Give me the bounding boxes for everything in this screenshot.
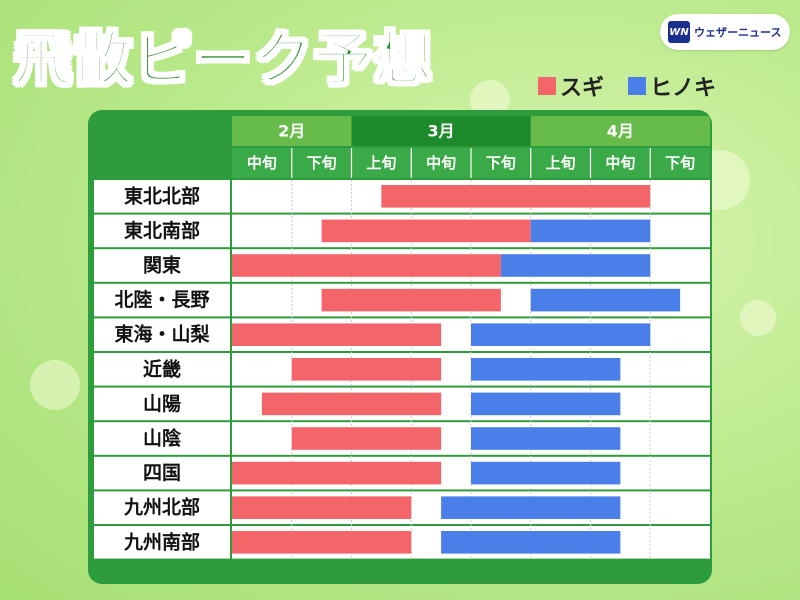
region-label-cell — [94, 526, 230, 559]
hinoki-bar — [530, 219, 651, 243]
region-label: 九州南部 — [123, 530, 200, 553]
period-label: 下旬 — [307, 154, 337, 172]
region-label: 東北南部 — [124, 219, 200, 242]
region-label: 東北北部 — [124, 184, 200, 207]
region-label: 北陸・長野 — [114, 288, 209, 311]
legend-label-sugi: スギ — [560, 76, 605, 101]
logo-text: ウェザーニュース — [694, 26, 782, 39]
month-label: 3月 — [428, 122, 455, 141]
sugi-bar — [232, 323, 442, 346]
period-label: 下旬 — [486, 154, 516, 172]
hinoki-bar — [530, 288, 681, 312]
region-label: 山陽 — [143, 393, 181, 415]
sugi-bar — [232, 531, 412, 554]
sugi-bar — [232, 254, 501, 277]
hinoki-bar — [471, 427, 621, 450]
period-label: 中旬 — [605, 154, 635, 172]
weathernews-logo: WN ウェザーニュース — [660, 14, 790, 50]
bokeh-light — [380, 40, 408, 68]
legend-swatch-hinoki — [628, 77, 647, 95]
region-label-cell — [94, 283, 230, 317]
period-header-cell — [232, 148, 292, 178]
region-label-cell — [94, 318, 230, 351]
sugi-bar — [321, 219, 531, 243]
region-label-cell — [94, 387, 230, 421]
legend-item-hinoki: ヒノキ — [628, 70, 716, 102]
period-header-cell — [291, 148, 352, 178]
page-title: 飛散ピーク予想 — [13, 24, 435, 94]
hinoki-bar — [471, 323, 651, 346]
region-label-cell — [94, 180, 230, 213]
period-header-cell — [590, 148, 651, 178]
sugi-bar — [232, 496, 412, 519]
hinoki-bar — [471, 392, 621, 416]
bokeh-light — [30, 360, 80, 410]
region-label-cell — [94, 456, 230, 490]
bokeh-light — [740, 300, 776, 336]
region-label-cell — [94, 214, 230, 248]
hinoki-bar — [441, 531, 621, 554]
region-label: 関東 — [143, 254, 181, 277]
period-label: 上旬 — [366, 154, 396, 172]
region-label-cell — [94, 249, 230, 282]
month-label: 2月 — [278, 122, 305, 141]
legend-label-hinoki: ヒノキ — [650, 76, 717, 101]
logo-mark: WN — [668, 21, 690, 43]
period-label: 中旬 — [247, 154, 277, 172]
hinoki-bar — [471, 358, 621, 381]
period-label: 中旬 — [426, 154, 456, 172]
period-header-cell — [530, 148, 591, 178]
sugi-bar — [232, 461, 442, 485]
legend-swatch-sugi — [538, 77, 556, 95]
hinoki-bar — [441, 496, 621, 519]
month-header-cell — [530, 116, 710, 146]
region-label: 山陰 — [143, 427, 182, 450]
month-header-cell — [232, 116, 352, 146]
region-label-cell — [94, 353, 230, 386]
period-header-cell — [411, 148, 471, 178]
region-label: 四国 — [143, 462, 181, 484]
hinoki-bar — [500, 254, 651, 277]
legend-item-sugi: スギ — [538, 70, 604, 102]
region-label: 東海・山梨 — [114, 323, 210, 346]
region-label-cell — [94, 491, 230, 524]
sugi-bar — [261, 392, 442, 416]
region-label: 九州北部 — [123, 496, 200, 519]
sugi-bar — [321, 288, 501, 312]
sugi-bar — [381, 185, 651, 208]
sugi-bar — [291, 358, 442, 381]
sugi-bar — [291, 427, 442, 450]
period-header-cell — [471, 148, 531, 178]
region-label-cell — [94, 422, 230, 455]
legend: スギ ヒノキ — [538, 70, 740, 102]
period-label: 上旬 — [546, 154, 576, 172]
month-label: 4月 — [607, 122, 634, 141]
region-label: 近畿 — [143, 357, 181, 380]
period-header-cell — [650, 148, 710, 178]
hinoki-bar — [471, 461, 621, 485]
period-label: 下旬 — [665, 154, 695, 172]
period-header-cell — [351, 148, 412, 178]
month-header-cell — [351, 116, 531, 146]
